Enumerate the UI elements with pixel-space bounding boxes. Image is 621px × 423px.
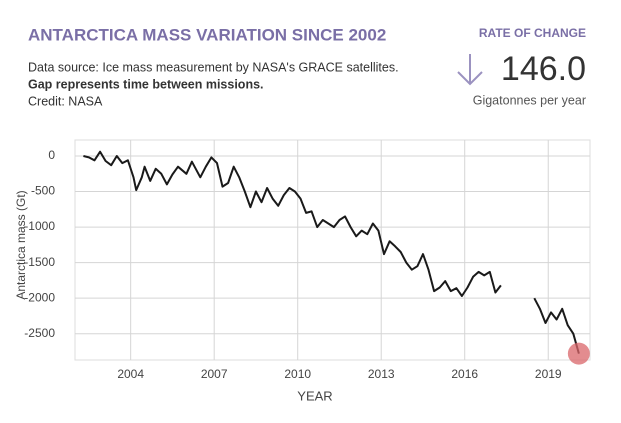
source: Data source: Ice mass measurement by NAS… [28,60,399,74]
rate-unit: Gigatonnes per year [473,93,586,107]
x-tick-label: 2004 [117,367,144,381]
x-tick-label: 2013 [368,367,395,381]
y-tick-label: -500 [31,184,55,198]
y-tick-label: -2000 [24,290,55,304]
rate-title: RATE OF CHANGE [479,26,586,40]
plot-frame [74,139,591,361]
x-tick-label: 2007 [201,367,228,381]
gap-note: Gap represents time between missions. [28,77,264,91]
y-tick-label: -2500 [24,326,55,340]
y-tick-label: -1500 [24,255,55,269]
rate-value: 146.0 [501,50,586,88]
x-axis-label: YEAR [297,388,332,403]
x-tick-label: 2016 [451,367,478,381]
mass-line [83,150,580,354]
x-tick-label: 2010 [284,367,311,381]
y-axis-label: Antarctica mass (Gt) [14,190,28,299]
y-tick-label: -1000 [24,219,55,233]
x-tick-label: 2019 [535,367,562,381]
down-arrow [457,54,483,86]
y-tick-label: 0 [48,148,55,162]
credit: Credit: NASA [28,94,103,108]
chart-title: ANTARCTICA MASS VARIATION SINCE 2002 [28,25,386,44]
latest-point [567,342,590,365]
